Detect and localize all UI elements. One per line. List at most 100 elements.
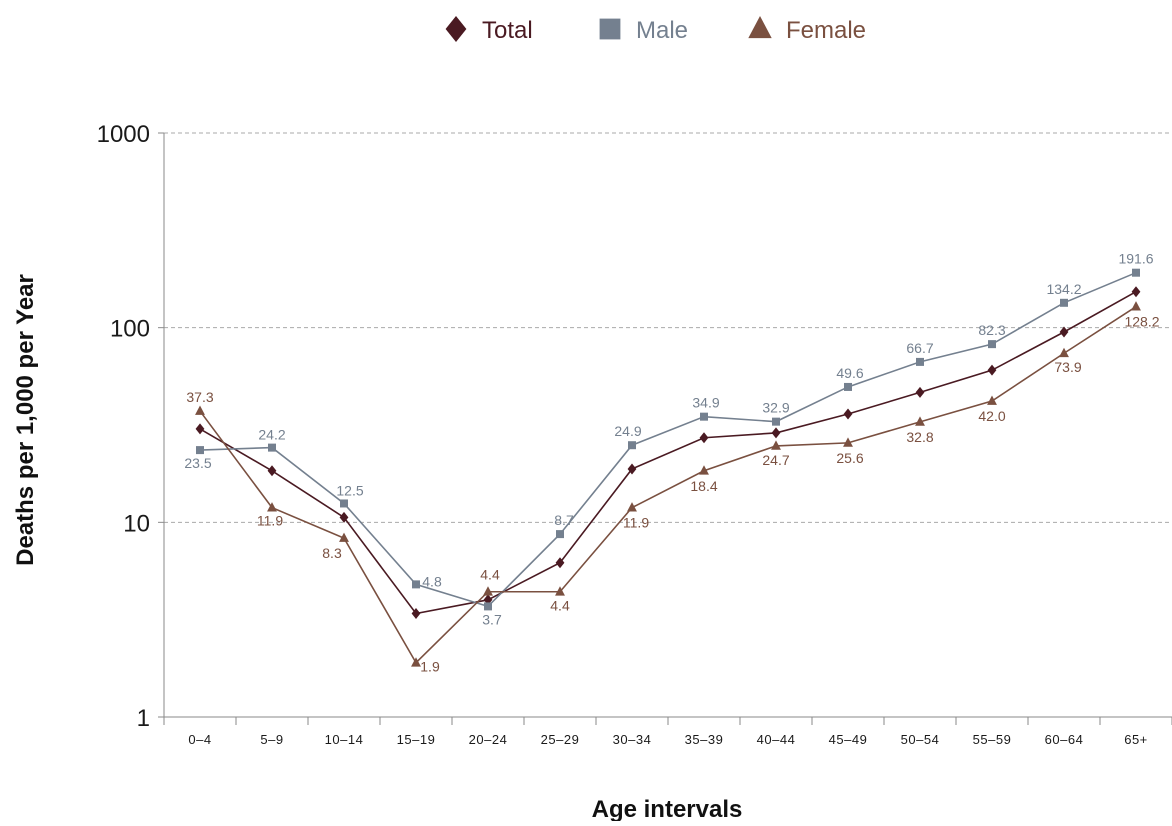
data-point-female <box>1059 347 1069 358</box>
data-point-total <box>411 608 421 620</box>
x-axis-title: Age intervals <box>592 796 743 821</box>
data-label-male: 24.9 <box>614 423 641 439</box>
data-point-male <box>844 382 852 391</box>
x-tick-label: 60–64 <box>1045 732 1084 747</box>
data-point-female <box>195 405 205 415</box>
axes: 1 10 100 1000 0–4 5–9 10–14 15–19 20–24 25–29 30–3… <box>97 121 1172 747</box>
y-tick-label: 1000 <box>97 121 150 148</box>
data-label-male: 12.5 <box>336 482 363 498</box>
x-tick-label: 25–29 <box>541 732 580 747</box>
data-point-female <box>627 502 637 512</box>
data-point-total <box>843 408 853 420</box>
data-label-female: 24.7 <box>762 452 789 468</box>
x-tick-label: 45–49 <box>829 732 868 747</box>
y-tick-label: 1 <box>137 705 150 732</box>
data-label-female: 25.6 <box>836 450 863 466</box>
data-point-male <box>556 530 564 539</box>
data-label-female: 18.4 <box>690 478 717 494</box>
data-point-male <box>412 580 420 589</box>
x-tick-label: 50–54 <box>901 732 940 747</box>
data-point-total <box>915 386 925 398</box>
legend-label-female: Female <box>786 17 866 44</box>
data-labels: 23.5 24.2 12.5 4.8 3.7 8.7 24.9 34.9 32.9 49.6 66.… <box>184 251 1159 675</box>
data-point-total <box>1131 286 1141 298</box>
data-point-female <box>987 395 997 405</box>
series-line-total <box>199 291 1137 615</box>
x-tick-label: 30–34 <box>613 732 652 747</box>
x-tick-label: 65+ <box>1124 732 1148 747</box>
data-point-female <box>339 532 349 542</box>
data-point-female <box>411 657 421 667</box>
legend: Total Male Female <box>445 16 866 44</box>
x-tick-label: 35–39 <box>685 732 724 747</box>
data-point-total <box>771 427 781 439</box>
data-point-male <box>1060 298 1068 307</box>
data-label-female: 11.9 <box>257 513 283 529</box>
data-point-female <box>483 586 493 596</box>
data-label-female: 128.2 <box>1124 314 1159 330</box>
data-label-male: 66.7 <box>906 340 933 356</box>
data-label-male: 82.3 <box>978 322 1005 338</box>
data-point-total <box>1059 326 1069 338</box>
legend-triangle-icon <box>748 16 772 39</box>
legend-diamond-icon <box>445 16 467 42</box>
data-point-female <box>1131 301 1141 311</box>
data-point-male <box>700 412 708 421</box>
data-point-male <box>772 417 780 426</box>
data-point-male <box>916 357 924 366</box>
data-point-female <box>267 502 277 512</box>
data-label-female: 1.9 <box>420 659 440 675</box>
data-point-male <box>340 499 348 508</box>
data-label-male: 23.5 <box>184 455 211 471</box>
data-label-female: 4.4 <box>480 567 500 583</box>
series-lines <box>195 268 1141 667</box>
data-label-female: 42.0 <box>978 408 1005 424</box>
data-point-male <box>988 340 996 349</box>
x-tick-label: 10–14 <box>325 732 364 747</box>
data-point-total <box>555 557 565 569</box>
series-line-female <box>199 305 1137 665</box>
data-label-male: 8.7 <box>554 512 574 528</box>
data-label-female: 32.8 <box>906 429 933 445</box>
data-point-total <box>267 465 277 477</box>
data-point-male <box>628 441 636 450</box>
data-point-total <box>483 594 493 606</box>
data-point-female <box>699 465 709 475</box>
data-point-female <box>915 416 925 426</box>
data-point-total <box>699 432 709 444</box>
series-line-male <box>199 271 1137 608</box>
data-label-male: 24.2 <box>258 427 285 443</box>
data-point-male <box>196 446 204 455</box>
data-point-female <box>843 437 853 447</box>
data-label-female: 11.9 <box>623 515 649 531</box>
legend-square-icon <box>599 18 621 40</box>
x-tick-label: 15–19 <box>397 732 436 747</box>
data-point-male <box>484 602 492 611</box>
data-point-total <box>339 511 349 523</box>
data-label-male: 134.2 <box>1046 281 1081 297</box>
data-label-female: 8.3 <box>322 545 342 561</box>
data-label-male: 32.9 <box>762 400 789 416</box>
data-point-male <box>268 443 276 452</box>
y-axis-title: Deaths per 1,000 per Year <box>12 274 39 566</box>
x-tick-label: 40–44 <box>757 732 796 747</box>
data-point-female <box>555 586 565 596</box>
gridlines <box>164 132 1172 523</box>
data-point-total <box>627 463 637 475</box>
data-label-male: 3.7 <box>482 611 502 627</box>
y-tick-label: 100 <box>110 316 150 343</box>
legend-label-male: Male <box>636 17 688 44</box>
data-point-total <box>987 364 997 376</box>
data-label-female: 73.9 <box>1054 359 1081 375</box>
data-point-total <box>195 423 205 435</box>
data-label-male: 49.6 <box>836 365 863 381</box>
x-tick-label: 5–9 <box>260 732 283 747</box>
y-tick-label: 10 <box>123 510 150 537</box>
data-label-male: 191.6 <box>1118 251 1153 267</box>
data-point-male <box>1132 268 1140 277</box>
legend-label-total: Total <box>482 17 533 44</box>
data-label-male: 4.8 <box>422 573 442 589</box>
data-label-female: 4.4 <box>550 598 570 614</box>
